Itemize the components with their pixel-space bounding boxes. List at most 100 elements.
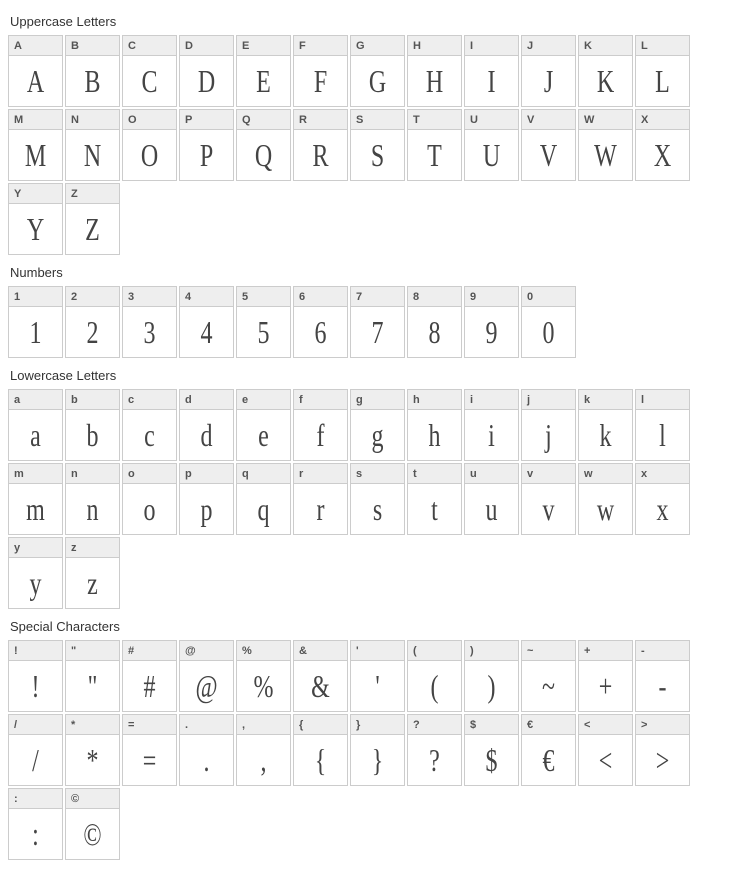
character-cell[interactable]: 33 — [122, 286, 177, 358]
cell-label: 7 — [351, 287, 404, 307]
character-cell[interactable]: HH — [407, 35, 462, 107]
character-cell[interactable]: oo — [122, 463, 177, 535]
character-cell[interactable]: MM — [8, 109, 63, 181]
character-cell[interactable]: TT — [407, 109, 462, 181]
character-cell[interactable]: jj — [521, 389, 576, 461]
character-cell[interactable]: !! — [8, 640, 63, 712]
character-cell[interactable]: PP — [179, 109, 234, 181]
cell-label: y — [9, 538, 62, 558]
character-cell[interactable]: '' — [350, 640, 405, 712]
character-cell[interactable]: OO — [122, 109, 177, 181]
character-cell[interactable]: II — [464, 35, 519, 107]
character-cell[interactable]: vv — [521, 463, 576, 535]
character-cell[interactable]: zz — [65, 537, 120, 609]
character-cell[interactable]: RR — [293, 109, 348, 181]
character-cell[interactable]: FF — [293, 35, 348, 107]
character-cell[interactable]: dd — [179, 389, 234, 461]
character-cell[interactable]: yy — [8, 537, 63, 609]
character-cell[interactable]: xx — [635, 463, 690, 535]
character-cell[interactable]: qq — [236, 463, 291, 535]
character-cell[interactable]: DD — [179, 35, 234, 107]
character-cell[interactable]: 55 — [236, 286, 291, 358]
character-cell[interactable]: tt — [407, 463, 462, 535]
cell-label: h — [408, 390, 461, 410]
character-cell[interactable]: gg — [350, 389, 405, 461]
character-cell[interactable]: ?? — [407, 714, 462, 786]
character-cell[interactable]: QQ — [236, 109, 291, 181]
character-cell[interactable]: WW — [578, 109, 633, 181]
character-cell[interactable]: "" — [65, 640, 120, 712]
character-cell[interactable]: == — [122, 714, 177, 786]
character-cell[interactable]: 11 — [8, 286, 63, 358]
cell-glyph: A — [16, 56, 56, 106]
character-cell[interactable]: ZZ — [65, 183, 120, 255]
character-cell[interactable]: .. — [179, 714, 234, 786]
character-cell[interactable]: BB — [65, 35, 120, 107]
character-cell[interactable]: @@ — [179, 640, 234, 712]
character-cell[interactable]: ++ — [578, 640, 633, 712]
character-cell[interactable]: // — [8, 714, 63, 786]
cell-glyph: l — [643, 410, 683, 460]
character-cell[interactable]: >> — [635, 714, 690, 786]
character-cell[interactable]: ©© — [65, 788, 120, 860]
character-cell[interactable]: 22 — [65, 286, 120, 358]
character-cell[interactable]: 99 — [464, 286, 519, 358]
character-cell[interactable]: hh — [407, 389, 462, 461]
character-cell[interactable]: ,, — [236, 714, 291, 786]
character-cell[interactable]: SS — [350, 109, 405, 181]
character-cell[interactable]: 00 — [521, 286, 576, 358]
character-cell[interactable]: cc — [122, 389, 177, 461]
character-cell[interactable]: mm — [8, 463, 63, 535]
character-cell[interactable]: pp — [179, 463, 234, 535]
character-cell[interactable]: ll — [635, 389, 690, 461]
character-cell[interactable]: uu — [464, 463, 519, 535]
character-cell[interactable]: )) — [464, 640, 519, 712]
character-cell[interactable]: rr — [293, 463, 348, 535]
character-cell[interactable]: ff — [293, 389, 348, 461]
character-cell[interactable]: && — [293, 640, 348, 712]
character-cell[interactable]: }} — [350, 714, 405, 786]
cell-label: x — [636, 464, 689, 484]
character-cell[interactable]: AA — [8, 35, 63, 107]
character-cell[interactable]: ww — [578, 463, 633, 535]
cell-label: K — [579, 36, 632, 56]
character-cell[interactable]: JJ — [521, 35, 576, 107]
character-cell[interactable]: KK — [578, 35, 633, 107]
character-cell[interactable]: nn — [65, 463, 120, 535]
character-cell[interactable]: YY — [8, 183, 63, 255]
character-cell[interactable]: CC — [122, 35, 177, 107]
character-cell[interactable]: ss — [350, 463, 405, 535]
character-cell[interactable]: €€ — [521, 714, 576, 786]
character-cell[interactable]: %% — [236, 640, 291, 712]
character-cell[interactable]: 66 — [293, 286, 348, 358]
character-cell[interactable]: GG — [350, 35, 405, 107]
character-cell[interactable]: $$ — [464, 714, 519, 786]
character-cell[interactable]: (( — [407, 640, 462, 712]
character-cell[interactable]: << — [578, 714, 633, 786]
character-cell[interactable]: kk — [578, 389, 633, 461]
character-cell[interactable]: UU — [464, 109, 519, 181]
section-title: Numbers — [10, 265, 740, 280]
character-cell[interactable]: 77 — [350, 286, 405, 358]
character-cell[interactable]: ee — [236, 389, 291, 461]
character-cell[interactable]: ~~ — [521, 640, 576, 712]
character-cell[interactable]: XX — [635, 109, 690, 181]
character-cell[interactable]: EE — [236, 35, 291, 107]
character-cell[interactable]: :: — [8, 788, 63, 860]
character-cell[interactable]: LL — [635, 35, 690, 107]
cell-glyph: k — [586, 410, 626, 460]
character-cell[interactable]: 88 — [407, 286, 462, 358]
character-cell[interactable]: ii — [464, 389, 519, 461]
character-cell[interactable]: aa — [8, 389, 63, 461]
character-cell[interactable]: bb — [65, 389, 120, 461]
cell-label: c — [123, 390, 176, 410]
character-cell[interactable]: {{ — [293, 714, 348, 786]
character-cell[interactable]: -- — [635, 640, 690, 712]
cell-label: % — [237, 641, 290, 661]
character-cell[interactable]: ## — [122, 640, 177, 712]
character-cell[interactable]: 44 — [179, 286, 234, 358]
character-cell[interactable]: ** — [65, 714, 120, 786]
character-cell[interactable]: NN — [65, 109, 120, 181]
cell-label: . — [180, 715, 233, 735]
character-cell[interactable]: VV — [521, 109, 576, 181]
